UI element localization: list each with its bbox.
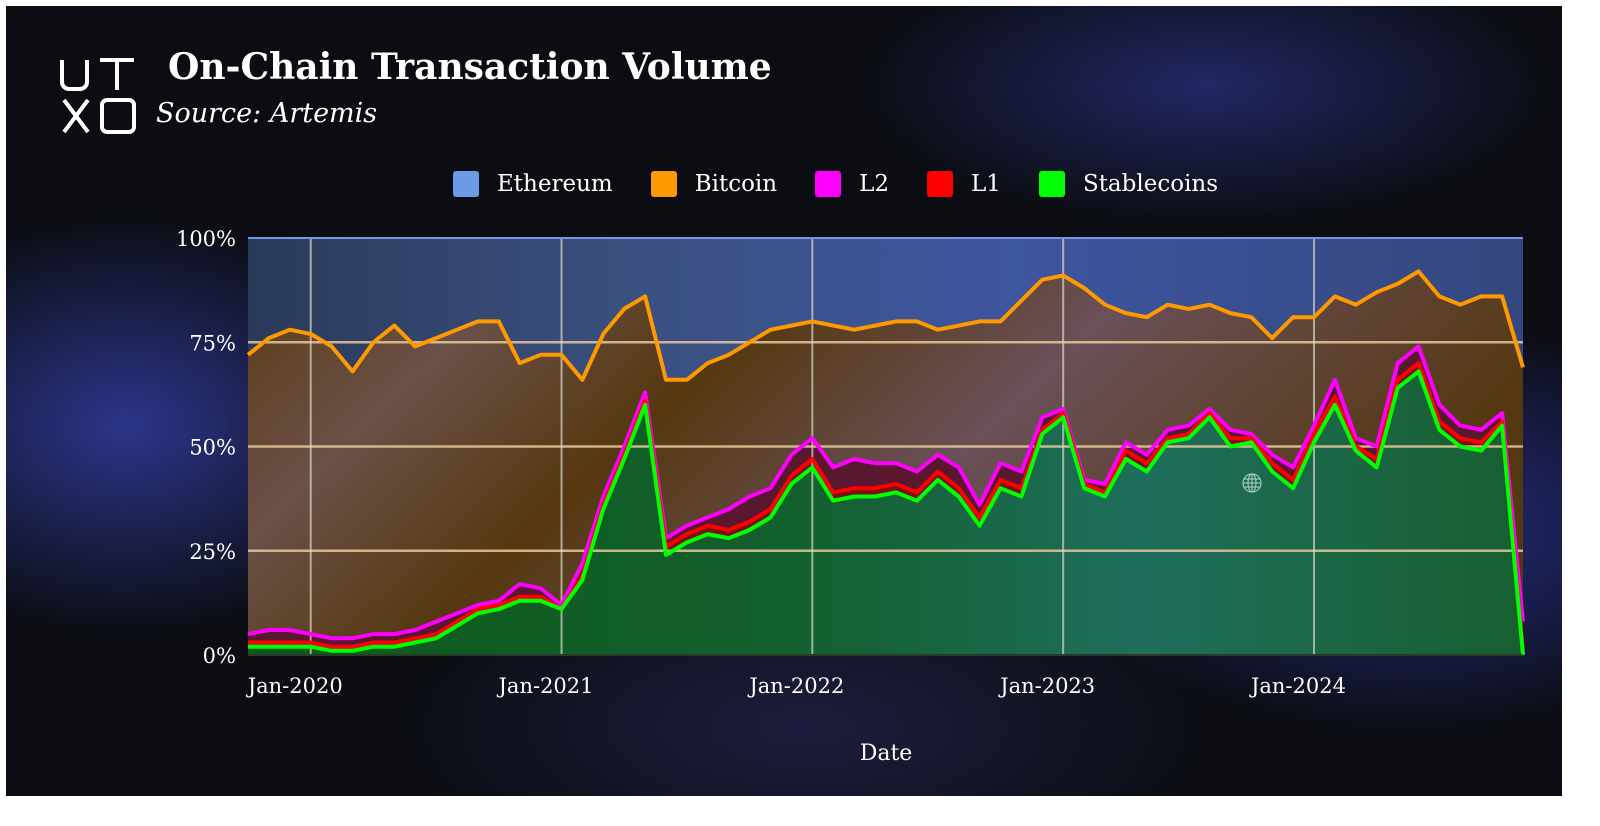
chart-source: Source: Artemis	[156, 98, 378, 129]
y-tick-label: 75%	[189, 331, 236, 355]
legend-item-stablecoins[interactable]: Stablecoins	[1038, 171, 1219, 197]
legend-item-ethereum[interactable]: Ethereum	[453, 171, 613, 197]
y-tick-label: 25%	[189, 540, 236, 564]
line-stablecoins	[248, 369, 1525, 656]
utxo-logo	[60, 58, 136, 134]
legend-label: Ethereum	[497, 171, 613, 197]
x-tick-label: Jan-2023	[998, 674, 1095, 698]
legend-label: L1	[971, 171, 1001, 197]
legend-item-l1[interactable]: L1	[927, 171, 1001, 197]
legend-label: Stablecoins	[1082, 171, 1219, 197]
legend-label: Bitcoin	[694, 171, 778, 197]
line-l1	[248, 361, 1525, 651]
line-bitcoin	[246, 269, 1525, 382]
x-tick-label: Jan-2022	[747, 674, 844, 698]
chart-plot: 0% 25% 50% 75% 100% Jan-2020 Jan-2021 Jan-2022 J…	[176, 227, 1525, 766]
legend-item-bitcoin[interactable]: Bitcoin	[650, 171, 778, 197]
chart-title: On-Chain Transaction Volume	[168, 46, 772, 88]
legend: Ethereum Bitcoin L2 L1 Stablecoins	[453, 171, 1256, 197]
line-l2	[247, 344, 1525, 641]
y-tick-label: 100%	[176, 227, 236, 251]
y-tick-label: 0%	[203, 644, 236, 668]
legend-swatch-l1	[927, 171, 954, 197]
chart-frame: On-Chain Transaction Volume Source: Arte…	[6, 6, 1562, 796]
x-tick-label: Jan-2024	[1249, 674, 1346, 698]
area-stablecoins	[248, 371, 1523, 655]
y-tick-label: 50%	[189, 436, 236, 460]
x-axis-title: Date	[860, 741, 913, 766]
legend-label: L2	[859, 171, 890, 197]
legend-swatch-bitcoin	[650, 171, 677, 197]
legend-swatch-l2	[815, 171, 842, 197]
legend-swatch-ethereum	[453, 171, 479, 197]
x-tick-label: Jan-2020	[246, 674, 343, 698]
globe-icon	[1242, 473, 1262, 493]
area-ethereum	[248, 238, 1523, 380]
x-tick-label: Jan-2021	[497, 674, 594, 698]
legend-swatch-stablecoins	[1038, 171, 1065, 197]
legend-item-l2[interactable]: L2	[815, 171, 889, 197]
